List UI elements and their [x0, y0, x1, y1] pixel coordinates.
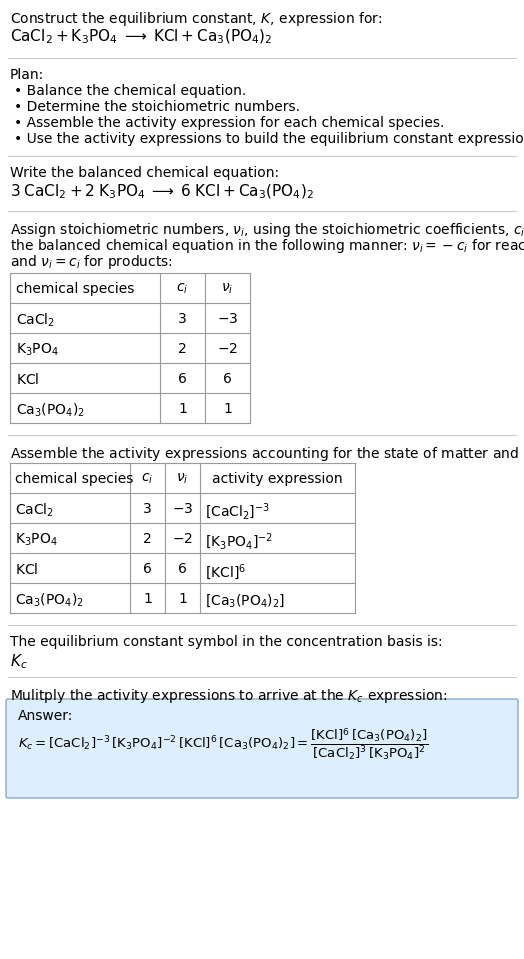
Text: $\mathrm{K_3PO_4}$: $\mathrm{K_3PO_4}$ [16, 342, 59, 359]
Text: $-3$: $-3$ [217, 312, 238, 326]
Text: 6: 6 [223, 372, 232, 386]
Text: $\mathrm{KCl}$: $\mathrm{KCl}$ [16, 372, 39, 387]
Text: $[\mathrm{CaCl_2}]^{-3}$: $[\mathrm{CaCl_2}]^{-3}$ [205, 502, 270, 523]
Text: Construct the equilibrium constant, $K$, expression for:: Construct the equilibrium constant, $K$,… [10, 10, 383, 28]
Text: Mulitply the activity expressions to arrive at the $K_c$ expression:: Mulitply the activity expressions to arr… [10, 687, 447, 705]
Text: • Determine the stoichiometric numbers.: • Determine the stoichiometric numbers. [14, 100, 300, 114]
Text: 2: 2 [178, 342, 187, 356]
Text: Assemble the activity expressions accounting for the state of matter and $\nu_i$: Assemble the activity expressions accoun… [10, 445, 524, 463]
Text: $\mathrm{Ca_3(PO_4)_2}$: $\mathrm{Ca_3(PO_4)_2}$ [16, 402, 85, 419]
Text: $[\mathrm{Ca_3(PO_4)_2}]$: $[\mathrm{Ca_3(PO_4)_2}]$ [205, 592, 285, 609]
Text: 6: 6 [143, 562, 152, 576]
Text: $-3$: $-3$ [172, 502, 193, 516]
Text: • Assemble the activity expression for each chemical species.: • Assemble the activity expression for e… [14, 116, 444, 130]
Text: $\mathrm{CaCl_2}$: $\mathrm{CaCl_2}$ [16, 312, 55, 329]
Text: 6: 6 [178, 372, 187, 386]
Text: Answer:: Answer: [18, 709, 73, 723]
Text: $-2$: $-2$ [172, 532, 193, 546]
Text: Assign stoichiometric numbers, $\nu_i$, using the stoichiometric coefficients, $: Assign stoichiometric numbers, $\nu_i$, … [10, 221, 524, 239]
Text: chemical species: chemical species [16, 282, 134, 296]
Text: $\mathrm{KCl}$: $\mathrm{KCl}$ [15, 562, 38, 577]
Text: • Use the activity expressions to build the equilibrium constant expression.: • Use the activity expressions to build … [14, 132, 524, 146]
Text: $\mathrm{CaCl_2}$: $\mathrm{CaCl_2}$ [15, 502, 54, 520]
Text: The equilibrium constant symbol in the concentration basis is:: The equilibrium constant symbol in the c… [10, 635, 443, 649]
Text: $\nu_i$: $\nu_i$ [176, 472, 189, 486]
Text: 1: 1 [143, 592, 152, 606]
Text: $c_i$: $c_i$ [141, 472, 154, 486]
Text: $K_c = [\mathrm{CaCl_2}]^{-3}\,[\mathrm{K_3PO_4}]^{-2}\,[\mathrm{KCl}]^{6}\,[\ma: $K_c = [\mathrm{CaCl_2}]^{-3}\,[\mathrm{… [18, 727, 429, 763]
Text: $\mathrm{K_3PO_4}$: $\mathrm{K_3PO_4}$ [15, 532, 58, 549]
Text: the balanced chemical equation in the following manner: $\nu_i = -c_i$ for react: the balanced chemical equation in the fo… [10, 237, 524, 255]
Text: $K_c$: $K_c$ [10, 652, 28, 670]
Text: 3: 3 [178, 312, 187, 326]
Text: $[\mathrm{KCl}]^{6}$: $[\mathrm{KCl}]^{6}$ [205, 562, 246, 582]
Text: $\mathrm{CaCl_2 + K_3PO_4 \;\longrightarrow\; KCl + Ca_3(PO_4)_2}$: $\mathrm{CaCl_2 + K_3PO_4 \;\longrightar… [10, 28, 272, 46]
Text: $\mathrm{Ca_3(PO_4)_2}$: $\mathrm{Ca_3(PO_4)_2}$ [15, 592, 84, 609]
Text: $[\mathrm{K_3PO_4}]^{-2}$: $[\mathrm{K_3PO_4}]^{-2}$ [205, 532, 273, 552]
Text: • Balance the chemical equation.: • Balance the chemical equation. [14, 84, 246, 98]
Text: and $\nu_i = c_i$ for products:: and $\nu_i = c_i$ for products: [10, 253, 173, 271]
FancyBboxPatch shape [6, 699, 518, 798]
Text: $c_i$: $c_i$ [177, 282, 189, 296]
Text: 1: 1 [178, 592, 187, 606]
Text: Plan:: Plan: [10, 68, 44, 82]
Text: 1: 1 [223, 402, 232, 416]
Text: 6: 6 [178, 562, 187, 576]
Text: $\mathrm{3\;CaCl_2 + 2\;K_3PO_4 \;\longrightarrow\; 6\;KCl + Ca_3(PO_4)_2}$: $\mathrm{3\;CaCl_2 + 2\;K_3PO_4 \;\longr… [10, 183, 314, 201]
Text: Write the balanced chemical equation:: Write the balanced chemical equation: [10, 166, 279, 180]
Text: chemical species: chemical species [15, 472, 134, 486]
Text: 3: 3 [143, 502, 152, 516]
Text: activity expression: activity expression [212, 472, 343, 486]
Text: $\nu_i$: $\nu_i$ [221, 282, 234, 296]
Text: $-2$: $-2$ [217, 342, 238, 356]
Text: 1: 1 [178, 402, 187, 416]
Text: 2: 2 [143, 532, 152, 546]
